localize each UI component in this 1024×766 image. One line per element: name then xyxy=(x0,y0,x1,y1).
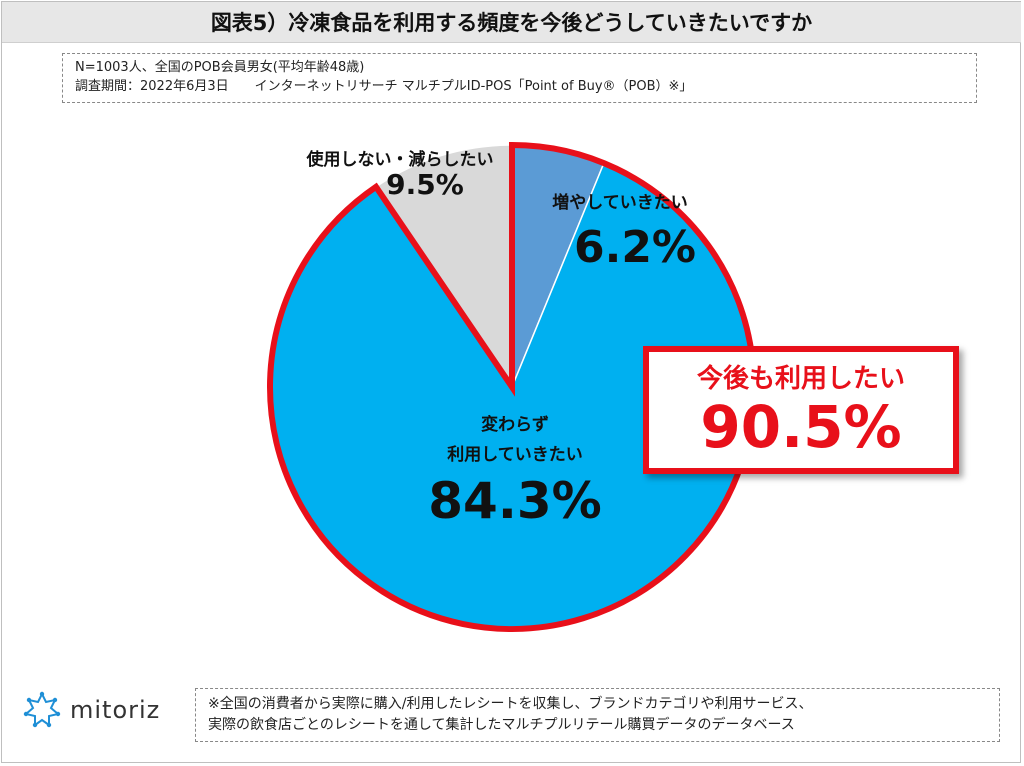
slice-value-decrease: 9.5% xyxy=(386,168,464,201)
page-title-text: 図表5）冷凍食品を利用する頻度を今後どうしていきたいですか xyxy=(210,11,813,35)
highlight-outline xyxy=(267,141,757,632)
highlight-value: 90.5% xyxy=(700,393,902,461)
slice-label-decrease: 使用しない・減らしたい xyxy=(306,150,494,170)
brand-name: mitoriz xyxy=(70,696,161,724)
survey-period-line: 調査期間：2022年6月3日 インターネットリサーチ マルチプルID-POS「P… xyxy=(75,79,693,94)
pie-slice-decrease xyxy=(374,144,513,390)
footnote-line2: 実際の飲食店ごとのレシートを通して集計したマルチプルリテール購買データのデータベ… xyxy=(208,717,795,733)
highlight-callout: 今後も利用したい 90.5% xyxy=(643,346,959,474)
slice-label-same-line2: 利用していきたい xyxy=(447,445,583,465)
survey-info-box: N=1003人、全国のPOB会員男女(平均年齢48歳) 調査期間：2022年6月… xyxy=(62,53,977,103)
slice-value-increase: 6.2% xyxy=(573,222,697,273)
footnote-box: ※全国の消費者から実際に購入/利用したレシートを収集し、ブランドカテゴリや利用サ… xyxy=(195,688,1000,742)
page-title: 図表5）冷凍食品を利用する頻度を今後どうしていきたいですか xyxy=(2,2,1021,43)
brand-logo: mitoriz xyxy=(22,690,160,730)
slice-label-increase: 増やしていきたい xyxy=(552,193,688,213)
mitoriz-logo-icon xyxy=(23,691,61,728)
survey-sample-line: N=1003人、全国のPOB会員男女(平均年齢48歳) xyxy=(75,60,365,75)
highlight-label: 今後も利用したい xyxy=(696,364,905,394)
slice-label-same-line1: 変わらず xyxy=(481,415,549,435)
footnote-line1: ※全国の消費者から実際に購入/利用したレシートを収集し、ブランドカテゴリや利用サ… xyxy=(208,696,813,712)
slice-value-same: 84.3% xyxy=(428,472,602,530)
